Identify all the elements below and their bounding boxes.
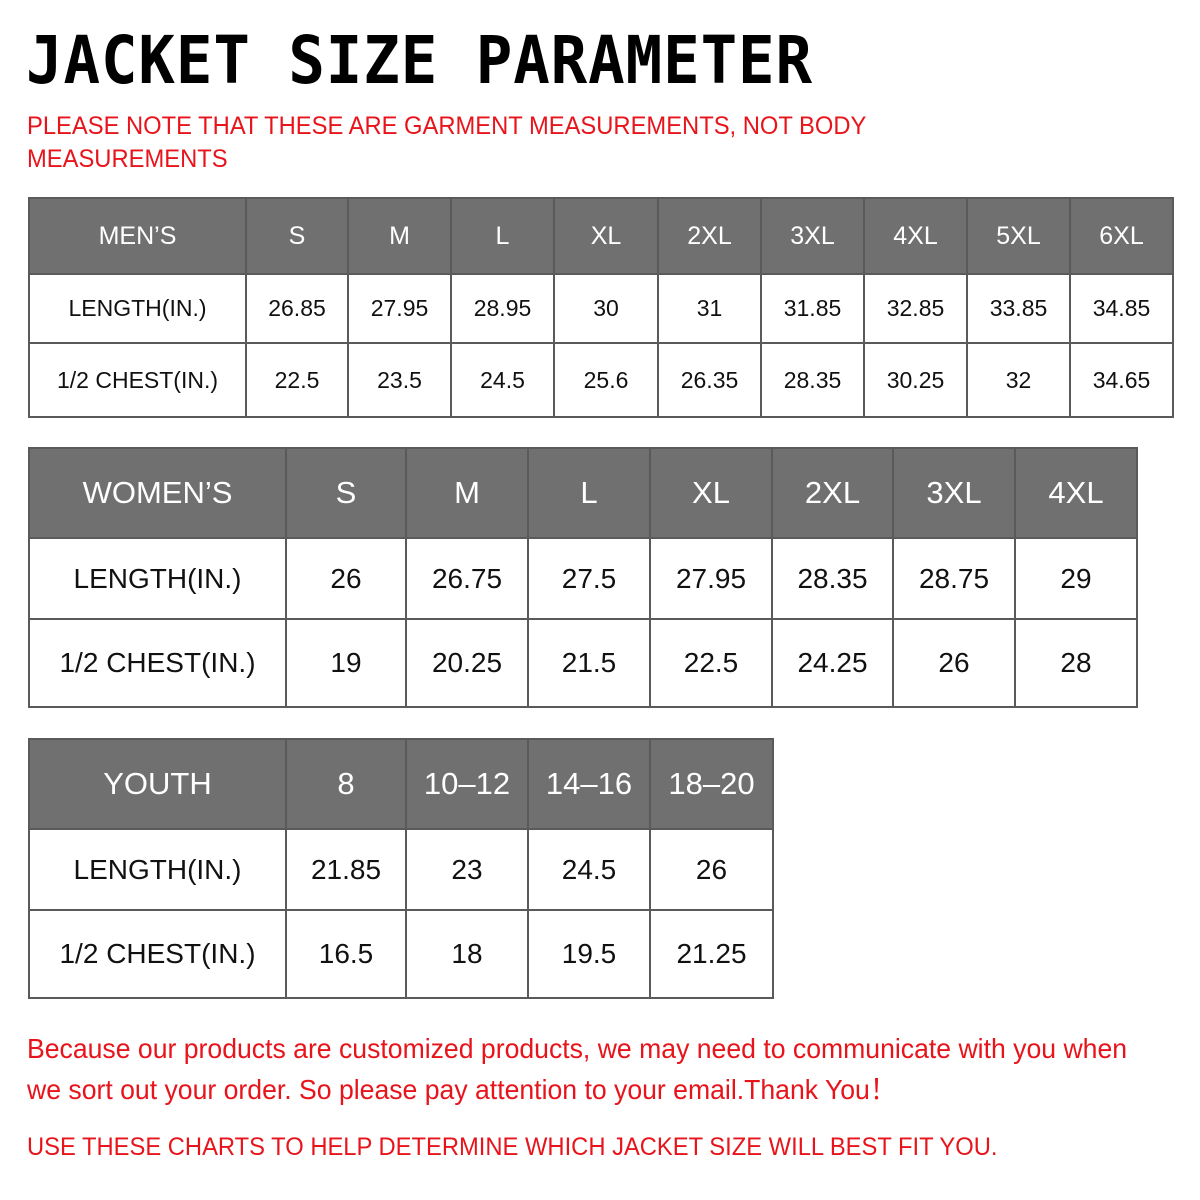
measurement-cell: 19.5 (527, 909, 651, 999)
size-header-cell: 3XL (892, 447, 1016, 539)
row-label: YOUTH (28, 738, 287, 830)
mens-size-table: MEN’S S M L XL 2XL 3XL 4XL 5XL 6XL LENGTH(IN.) 26.8… (28, 197, 1174, 418)
measurement-cell: 31.85 (760, 273, 865, 344)
measurement-cell: 26.75 (405, 537, 529, 620)
measurement-cell: 28.35 (771, 537, 894, 620)
size-header-cell: L (527, 447, 651, 539)
measurement-cell: 25.6 (553, 342, 659, 418)
size-header-cell: 2XL (657, 197, 762, 275)
table-row: LENGTH(IN.) 21.85 23 24.5 26 (28, 828, 774, 911)
table-row: LENGTH(IN.) 26 26.75 27.5 27.95 28.35 28.75 29 (28, 537, 1138, 620)
size-header-cell: 8 (285, 738, 407, 830)
size-header-cell: 4XL (1014, 447, 1138, 539)
measurement-cell: 24.5 (527, 828, 651, 911)
youth-size-table: YOUTH 8 10–12 14–16 18–20 LENGTH(IN.) 21.85 23 2… (28, 738, 774, 999)
womens-size-table: WOMEN’S S M L XL 2XL 3XL 4XL LENGTH(IN.) 26 26.75 2… (28, 447, 1138, 708)
size-header-cell: 14–16 (527, 738, 651, 830)
measurement-cell: 21.25 (649, 909, 774, 999)
measurement-cell: 27.95 (649, 537, 773, 620)
measurement-cell: 30 (553, 273, 659, 344)
measurement-cell: 16.5 (285, 909, 407, 999)
table-row: 1/2 CHEST(IN.) 16.5 18 19.5 21.25 (28, 909, 774, 999)
size-header-cell: 4XL (863, 197, 968, 275)
measurement-cell: 26 (892, 618, 1016, 708)
measurement-cell: 28.75 (892, 537, 1016, 620)
size-header-cell: 3XL (760, 197, 865, 275)
measurement-cell: 26.85 (245, 273, 349, 344)
measurement-cell: 24.25 (771, 618, 894, 708)
size-header-cell: XL (553, 197, 659, 275)
header-row: WOMEN’S S M L XL 2XL 3XL 4XL (28, 447, 1138, 539)
size-header-cell: 10–12 (405, 738, 529, 830)
measurement-cell: 28 (1014, 618, 1138, 708)
row-label: MEN’S (28, 197, 247, 275)
measurement-cell: 32.85 (863, 273, 968, 344)
table-row: LENGTH(IN.) 26.85 27.95 28.95 30 31 31.85 32.85… (28, 273, 1174, 344)
measurement-cell: 28.95 (450, 273, 555, 344)
size-instruction: USE THESE CHARTS TO HELP DETERMINE WHICH… (27, 1133, 998, 1161)
size-header-cell: 18–20 (649, 738, 774, 830)
size-header-cell: 5XL (966, 197, 1071, 275)
size-header-cell: L (450, 197, 555, 275)
measurement-cell: 23.5 (347, 342, 452, 418)
size-header-cell: M (347, 197, 452, 275)
measurement-cell: 26 (285, 537, 407, 620)
measurement-cell: 33.85 (966, 273, 1071, 344)
size-header-cell: M (405, 447, 529, 539)
row-label: WOMEN’S (28, 447, 287, 539)
size-header-cell: S (245, 197, 349, 275)
measurement-cell: 21.85 (285, 828, 407, 911)
customization-message: Because our products are customized prod… (27, 1033, 1128, 1105)
row-label: 1/2 CHEST(IN.) (28, 342, 247, 418)
table-row: 1/2 CHEST(IN.) 22.5 23.5 24.5 25.6 26.35 28.35… (28, 342, 1174, 418)
size-header-cell: 2XL (771, 447, 894, 539)
measurement-cell: 26.35 (657, 342, 762, 418)
measurement-cell: 28.35 (760, 342, 865, 418)
measurement-cell: 29 (1014, 537, 1138, 620)
row-label: LENGTH(IN.) (28, 273, 247, 344)
measurement-cell: 22.5 (245, 342, 349, 418)
measurement-cell: 19 (285, 618, 407, 708)
measurement-cell: 30.25 (863, 342, 968, 418)
measurement-note: PLEASE NOTE THAT THESE ARE GARMENT MEASU… (27, 112, 866, 173)
measurement-cell: 32 (966, 342, 1071, 418)
header-row: MEN’S S M L XL 2XL 3XL 4XL 5XL 6XL (28, 197, 1174, 275)
measurement-cell: 20.25 (405, 618, 529, 708)
row-label: LENGTH(IN.) (28, 537, 287, 620)
measurement-cell: 24.5 (450, 342, 555, 418)
page-title: JACKET SIZE PARAMETER (26, 22, 814, 99)
size-header-cell: XL (649, 447, 773, 539)
measurement-cell: 21.5 (527, 618, 651, 708)
measurement-cell: 34.65 (1069, 342, 1174, 418)
measurement-cell: 34.85 (1069, 273, 1174, 344)
measurement-cell: 31 (657, 273, 762, 344)
size-header-cell: S (285, 447, 407, 539)
measurement-cell: 26 (649, 828, 774, 911)
measurement-cell: 27.5 (527, 537, 651, 620)
size-header-cell: 6XL (1069, 197, 1174, 275)
measurement-cell: 18 (405, 909, 529, 999)
header-row: YOUTH 8 10–12 14–16 18–20 (28, 738, 774, 830)
row-label: LENGTH(IN.) (28, 828, 287, 911)
table-row: 1/2 CHEST(IN.) 19 20.25 21.5 22.5 24.25 26 28 (28, 618, 1138, 708)
row-label: 1/2 CHEST(IN.) (28, 909, 287, 999)
measurement-cell: 22.5 (649, 618, 773, 708)
row-label: 1/2 CHEST(IN.) (28, 618, 287, 708)
measurement-cell: 27.95 (347, 273, 452, 344)
measurement-cell: 23 (405, 828, 529, 911)
